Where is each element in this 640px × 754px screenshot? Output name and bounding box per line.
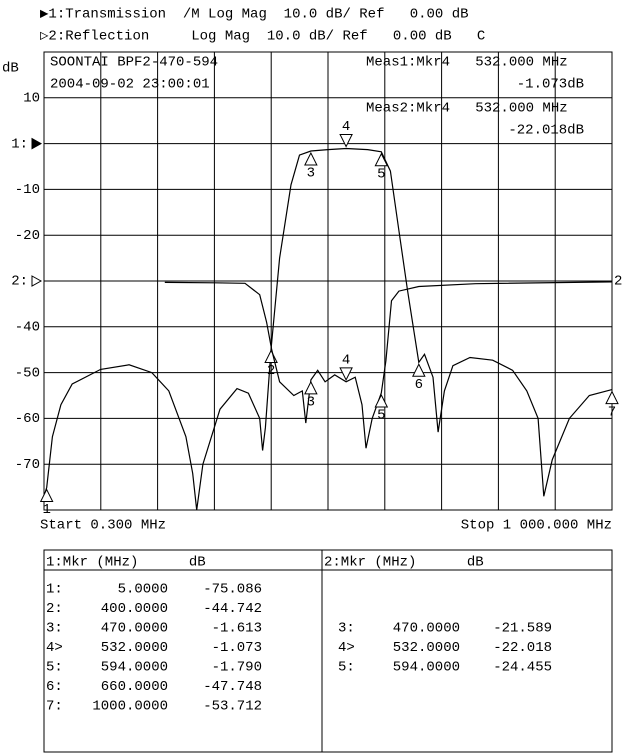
start-label: Start 0.300 MHz bbox=[40, 518, 166, 534]
y-tick-label: 1: bbox=[11, 136, 28, 152]
marker-label: 2 bbox=[267, 363, 275, 379]
y-tick-label: -60 bbox=[15, 411, 40, 427]
row-db: -1.790 bbox=[212, 660, 262, 676]
header-line: ▶1:Transmission /M Log Mag 10.0 dB/ Ref … bbox=[40, 7, 469, 23]
row-freq: 1000.0000 bbox=[92, 699, 168, 715]
y-axis-label: dB bbox=[2, 61, 19, 77]
reference-arrow bbox=[31, 137, 43, 150]
marker-label: 3 bbox=[307, 395, 315, 411]
row-freq: 594.0000 bbox=[101, 660, 168, 676]
marker-label: 4 bbox=[342, 119, 350, 135]
row-label: 5: bbox=[46, 660, 63, 676]
row-freq: 400.0000 bbox=[101, 601, 168, 617]
y-tick-label: -10 bbox=[15, 182, 40, 198]
stop-label: Stop 1 000.000 MHz bbox=[461, 518, 612, 534]
y-tick-label: 2: bbox=[11, 274, 28, 290]
row-label: 3: bbox=[338, 621, 355, 637]
marker-table bbox=[43, 549, 613, 753]
marker bbox=[412, 363, 426, 377]
row-freq: 594.0000 bbox=[393, 660, 460, 676]
row-freq: 532.0000 bbox=[101, 640, 168, 656]
marker-label: 5 bbox=[377, 167, 385, 183]
marker-label: 1 bbox=[42, 502, 50, 518]
row-db: -1.073 bbox=[212, 640, 262, 656]
row-label: 3: bbox=[46, 621, 63, 637]
marker bbox=[304, 380, 318, 395]
marker bbox=[374, 152, 389, 167]
y-tick-label: -20 bbox=[15, 228, 40, 244]
row-db: -75.086 bbox=[203, 582, 262, 598]
device-name: SOONTAI BPF2-470-594 bbox=[50, 55, 218, 71]
marker-label: 7 bbox=[608, 404, 616, 420]
row-db: -47.748 bbox=[203, 679, 262, 695]
row-db: -24.455 bbox=[493, 660, 552, 676]
marker-label: 6 bbox=[415, 377, 423, 393]
y-tick-label: -50 bbox=[15, 365, 40, 381]
marker-label: 4 bbox=[342, 353, 350, 369]
row-db: -21.589 bbox=[493, 621, 552, 637]
y-tick-label: 10 bbox=[23, 91, 40, 107]
marker bbox=[304, 151, 318, 166]
row-db: -53.712 bbox=[203, 699, 262, 715]
timestamp: 2004-09-02 23:00:01 bbox=[50, 77, 210, 93]
marker bbox=[605, 390, 619, 405]
trace bbox=[43, 147, 613, 511]
row-label: 4> bbox=[338, 640, 355, 656]
row-label: 4> bbox=[46, 640, 63, 656]
row-freq: 660.0000 bbox=[101, 679, 168, 695]
meas-value: -1.073dB bbox=[517, 77, 584, 93]
marker bbox=[339, 134, 353, 148]
row-label: 5: bbox=[338, 660, 355, 676]
meas-value: -22.018dB bbox=[508, 123, 584, 139]
trace-end-label: 2 bbox=[614, 274, 622, 290]
row-freq: 5.0000 bbox=[118, 582, 168, 598]
row-freq: 532.0000 bbox=[393, 640, 460, 656]
y-tick-label: -40 bbox=[15, 320, 40, 336]
marker bbox=[339, 367, 353, 381]
y-tick-label: -70 bbox=[15, 457, 40, 473]
marker bbox=[264, 349, 278, 364]
table-header: 1:Mkr (MHz) dB bbox=[46, 555, 206, 571]
reference-arrow bbox=[31, 275, 43, 287]
row-label: 1: bbox=[46, 582, 63, 598]
row-db: -44.742 bbox=[203, 601, 262, 617]
row-label: 6: bbox=[46, 679, 63, 695]
row-freq: 470.0000 bbox=[393, 621, 460, 637]
meas-label: Meas2:Mkr4 532.000 MHz bbox=[366, 101, 568, 117]
row-label: 7: bbox=[46, 699, 63, 715]
marker-label: 5 bbox=[377, 408, 385, 424]
marker-label: 3 bbox=[307, 166, 315, 182]
row-db: -22.018 bbox=[493, 640, 552, 656]
row-freq: 470.0000 bbox=[101, 621, 168, 637]
row-label: 2: bbox=[46, 601, 63, 617]
marker bbox=[39, 488, 54, 502]
row-db: -1.613 bbox=[212, 621, 262, 637]
header-line: ▷2:Reflection Log Mag 10.0 dB/ Ref 0.00 … bbox=[40, 29, 485, 45]
trace bbox=[164, 281, 613, 449]
table-header: 2:Mkr (MHz) dB bbox=[324, 555, 484, 571]
marker bbox=[374, 393, 389, 408]
meas-label: Meas1:Mkr4 532.000 MHz bbox=[366, 55, 568, 71]
